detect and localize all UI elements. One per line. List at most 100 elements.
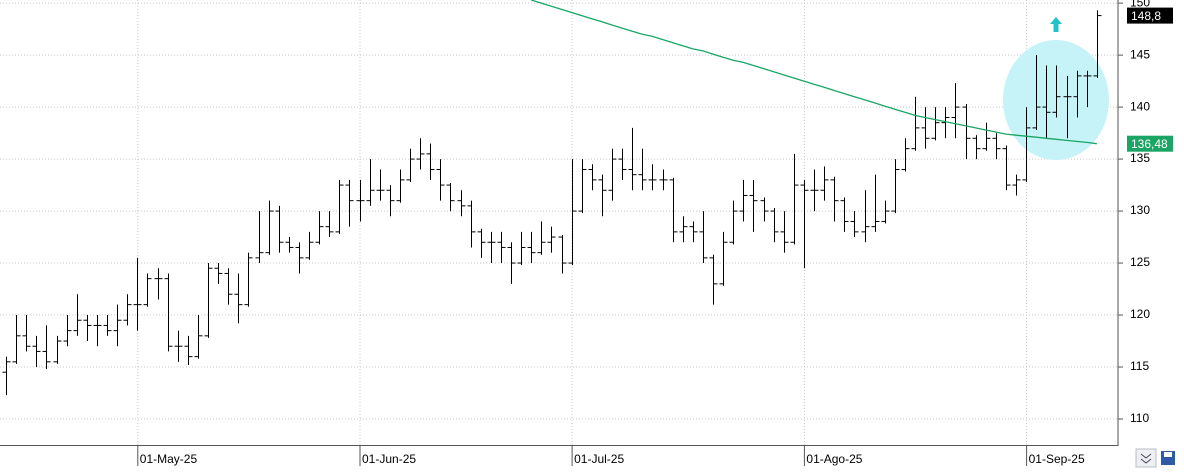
ohlc-bar: [2, 356, 11, 396]
y-tick-label: 125: [1130, 255, 1150, 269]
ohlc-bar: [154, 268, 163, 300]
ohlc-bar: [830, 176, 839, 222]
ohlc-bar: [487, 231, 496, 264]
x-tick-label: 01-May-25: [140, 452, 198, 466]
ohlc-bar: [224, 268, 233, 305]
x-tick-label: 01-Jun-25: [362, 452, 416, 466]
ohlc-bar: [356, 179, 365, 222]
ohlc-bar: [820, 166, 829, 201]
ohlc-bar: [416, 138, 425, 170]
ohlc-bar: [810, 169, 819, 212]
y-tick-label: 150: [1130, 0, 1150, 9]
ohlc-bar: [588, 164, 597, 191]
ohlc-bar: [376, 169, 385, 201]
ohlc-bar: [83, 315, 92, 342]
y-tick-label: 115: [1130, 359, 1149, 373]
ohlc-bar: [22, 315, 31, 352]
ohlc-bar: [446, 182, 455, 212]
ohlc-bar: [275, 205, 284, 253]
ohlc-bar: [1002, 145, 1011, 191]
last-price-box: [1127, 7, 1173, 24]
ohlc-bar: [1032, 55, 1041, 130]
ohlc-bar: [689, 221, 698, 243]
ohlc-bar: [335, 179, 344, 234]
ohlc-bar: [53, 335, 62, 364]
y-tick-label: 135: [1130, 151, 1150, 165]
ohlc-bar: [962, 103, 971, 160]
ohlc-bar: [63, 315, 72, 347]
ohlc-bar: [719, 231, 728, 286]
ohlc-bar: [103, 315, 112, 336]
ohlc-bar: [204, 263, 213, 338]
ohlc-bar: [133, 257, 142, 331]
ohlc-bar: [1083, 70, 1092, 108]
ohlc-bar: [32, 335, 41, 368]
ohlc-bar: [578, 159, 587, 214]
ohlc-bar: [1022, 107, 1031, 182]
ohlc-bar: [800, 179, 809, 269]
save-icon: [1164, 452, 1172, 457]
ohlc-bar: [406, 148, 415, 182]
ohlc-bar: [739, 179, 748, 222]
ohlc-bar: [659, 169, 668, 191]
ohlc-bar: [1042, 65, 1051, 139]
ohlc-bar: [992, 133, 1001, 160]
ohlc-bar: [891, 159, 900, 214]
ohlc-bar: [164, 273, 173, 352]
ohlc-bar: [265, 200, 274, 255]
ohlc-bar: [1063, 75, 1072, 139]
moving-average-last-box: [1127, 135, 1173, 152]
ohlc-bar: [325, 211, 334, 238]
ohlc-bar: [881, 200, 890, 224]
ohlc-bar: [93, 315, 102, 347]
ohlc-bar: [770, 207, 779, 243]
ohlc-bar: [507, 242, 516, 284]
ohlc-bar: [477, 228, 486, 258]
ohlc-bar: [972, 135, 981, 160]
ohlc-bar: [931, 107, 940, 141]
ohlc-bar: [426, 143, 435, 180]
ohlc-bar: [1093, 10, 1102, 78]
ohlc-bar: [648, 164, 657, 191]
ohlc-bar: [951, 83, 960, 139]
ohlc-bar: [679, 216, 688, 243]
ohlc-bar: [749, 179, 758, 232]
ohlc-bar: [780, 211, 789, 253]
ohlc-bar: [396, 169, 405, 203]
ohlc-bar: [790, 153, 799, 245]
ohlc-bar: [386, 185, 395, 217]
ohlc-bar: [73, 294, 82, 336]
ohlc-bar: [709, 254, 718, 305]
ohlc-bar: [699, 211, 708, 264]
ohlc-bar: [315, 211, 324, 245]
ohlc-bar: [214, 263, 223, 284]
ohlc-bar: [436, 159, 445, 201]
ohlc-bar: [547, 226, 556, 253]
ohlc-bar: [941, 107, 950, 139]
ohlc-bar: [42, 325, 51, 370]
y-tick-label: 145: [1130, 47, 1150, 61]
ohlc-bar: [861, 190, 870, 243]
last-price-label: 148,8: [1131, 9, 1161, 23]
ohlc-bar: [871, 174, 880, 232]
ohlc-bar: [1052, 65, 1061, 118]
x-tick-label: 01-Sep-25: [1029, 452, 1085, 466]
ohlc-bar: [174, 330, 183, 362]
ohlc-bar: [457, 190, 466, 217]
ohlc-bar: [598, 174, 607, 217]
ohlc-bar: [729, 200, 738, 245]
ohlc-bar: [113, 304, 122, 347]
ohlc-bar: [901, 138, 910, 172]
ohlc-bar: [669, 177, 678, 243]
ohlc-bar: [143, 273, 152, 307]
ohlc-bar: [568, 159, 577, 266]
ohlc-bar: [760, 197, 769, 222]
ohlc-bar: [12, 315, 21, 364]
ohlc-bar: [497, 231, 506, 264]
ohlc-bar: [194, 315, 203, 359]
ohlc-bar: [234, 273, 243, 324]
ohlc-bar: [123, 294, 132, 326]
ohlc-bar: [850, 211, 859, 238]
